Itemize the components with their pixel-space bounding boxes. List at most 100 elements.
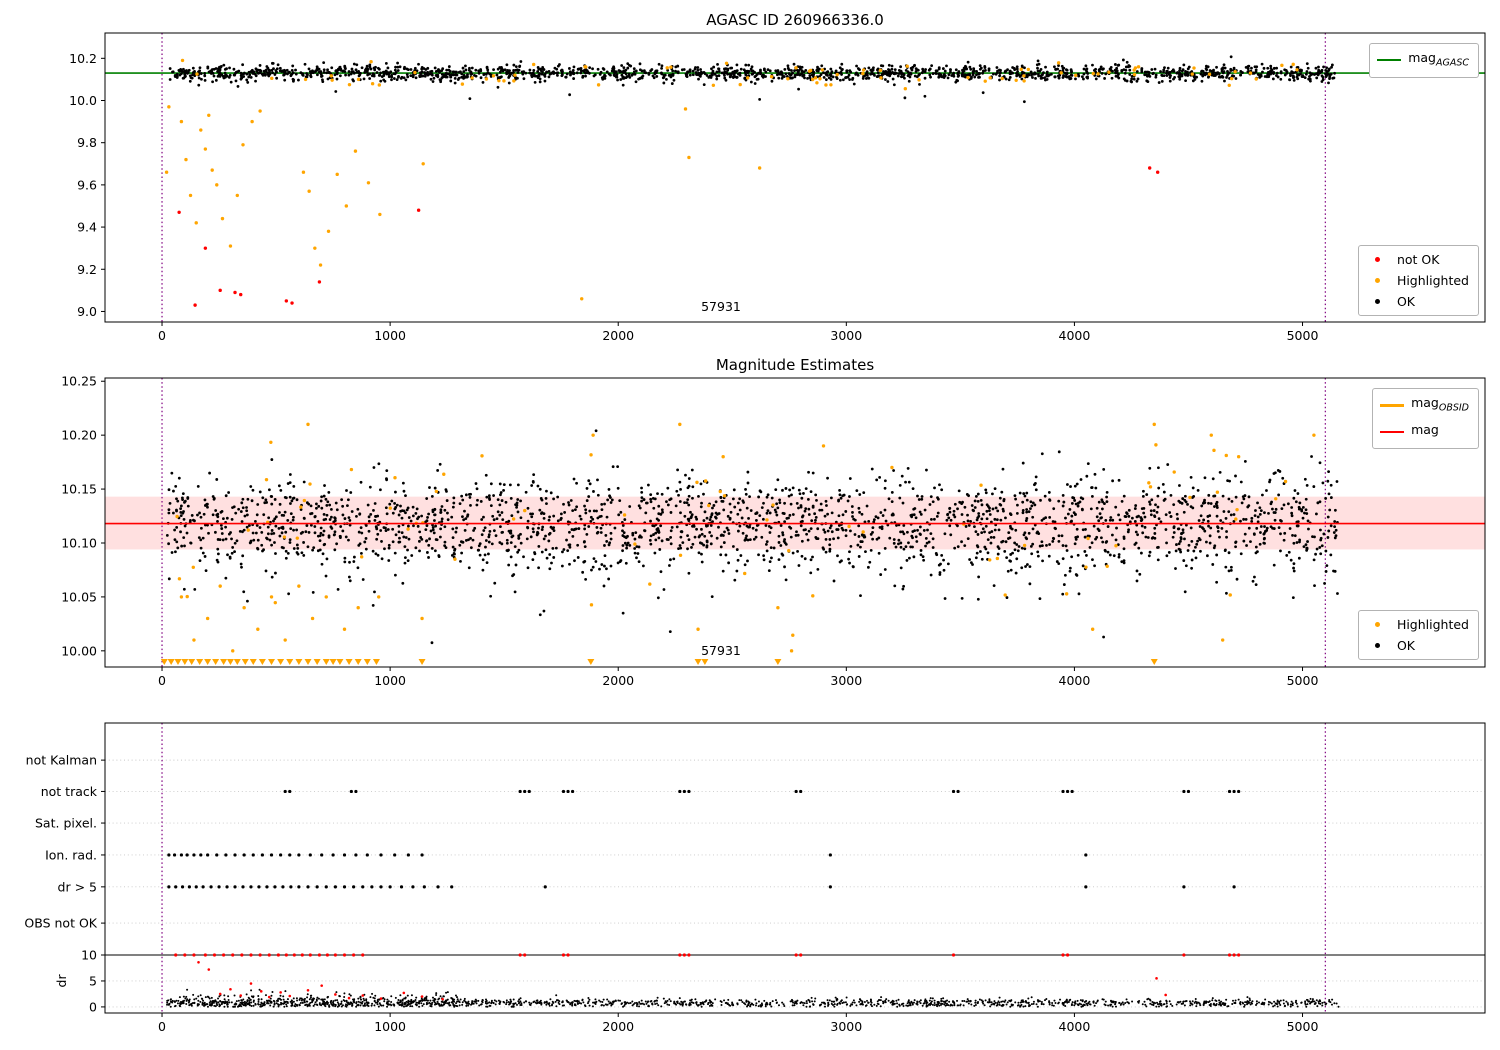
ok-point: [838, 66, 842, 70]
ok-point: [675, 525, 679, 529]
ok-point: [1031, 76, 1034, 79]
ok-point: [275, 76, 279, 80]
ok-point: [789, 535, 793, 539]
ok-point: [319, 499, 323, 503]
ok-point: [517, 536, 521, 540]
ok-point: [1336, 592, 1339, 595]
ok-point: [887, 63, 891, 67]
ok-point: [171, 70, 174, 74]
ok-point: [495, 517, 499, 521]
ok-point: [1165, 74, 1169, 77]
ok-point: [338, 65, 342, 69]
ok-point: [696, 68, 700, 72]
ok-point: [321, 533, 325, 537]
ok-point: [762, 554, 766, 558]
ok-point: [764, 542, 768, 546]
ok-point: [772, 546, 776, 550]
highlighted-point: [1295, 68, 1299, 72]
ok-point: [288, 541, 292, 544]
ok-point: [1110, 76, 1114, 80]
ok-point: [373, 590, 376, 594]
not-ok-point: [233, 290, 237, 295]
ok-point: [977, 575, 981, 579]
ok-point: [1267, 511, 1270, 515]
ok-point: [398, 536, 401, 540]
not-ok-point: [177, 210, 181, 215]
ok-point: [167, 511, 171, 515]
ok-point: [992, 536, 996, 539]
ok-point: [1088, 534, 1091, 538]
ok-point: [284, 530, 288, 534]
ok-point: [453, 76, 457, 80]
ok-point: [1093, 564, 1096, 568]
ok-point: [924, 68, 927, 71]
ok-point: [1183, 494, 1187, 498]
flag-point: [174, 885, 178, 889]
ok-point: [289, 527, 293, 531]
dr-point: [292, 1000, 295, 1003]
ok-point: [1020, 546, 1024, 550]
ok-point: [356, 566, 360, 570]
ok-point: [183, 524, 187, 528]
ok-point: [268, 538, 272, 542]
ok-point: [1108, 553, 1112, 557]
ok-point: [371, 549, 375, 553]
ok-point: [322, 518, 326, 522]
ok-point: [765, 495, 769, 499]
ok-point: [711, 69, 715, 73]
ok-point: [622, 66, 626, 70]
ok-point: [484, 545, 487, 549]
ok-point: [273, 517, 277, 521]
ok-point: [270, 575, 274, 579]
ok-point: [832, 579, 836, 583]
dr-point: [959, 1003, 962, 1006]
ok-point: [468, 66, 471, 70]
ok-point: [1016, 73, 1020, 76]
ok-point: [481, 80, 485, 84]
ok-point: [505, 63, 509, 67]
ok-point: [1215, 500, 1219, 504]
ok-point: [453, 81, 457, 85]
ok-point: [468, 496, 472, 499]
highlighted-point: [359, 555, 364, 559]
ok-point: [621, 611, 625, 615]
highlighted-point: [377, 83, 382, 87]
ok-point: [1224, 517, 1228, 520]
ok-point: [1310, 455, 1313, 458]
ok-point: [922, 529, 926, 532]
ok-point: [396, 65, 400, 69]
ok-point: [474, 482, 478, 485]
ok-point: [446, 511, 449, 515]
ok-point: [272, 67, 275, 71]
dr-point: [490, 1001, 493, 1004]
ok-point: [355, 514, 358, 518]
ok-point: [538, 72, 542, 75]
ok-point: [996, 69, 999, 73]
ok-point: [367, 529, 371, 533]
dr-point: [1321, 1004, 1324, 1007]
ok-point: [519, 541, 523, 545]
ok-point: [675, 489, 679, 493]
ok-point: [655, 75, 659, 78]
ok-point: [403, 561, 407, 565]
ok-point: [848, 477, 852, 480]
ok-point: [1034, 488, 1038, 492]
ok-point: [642, 498, 646, 502]
ok-point: [181, 511, 185, 515]
ok-point: [1135, 579, 1139, 583]
ok-point: [343, 560, 347, 564]
ok-point: [787, 516, 790, 520]
ok-point: [1013, 548, 1017, 552]
ok-point: [368, 65, 372, 69]
ok-point: [499, 525, 502, 529]
ok-point: [307, 67, 311, 71]
ok-point: [816, 65, 819, 69]
ok-point: [1009, 553, 1013, 556]
ok-point: [1068, 566, 1072, 570]
ok-point: [277, 484, 281, 488]
ok-point: [953, 515, 957, 519]
ok-point: [533, 80, 537, 84]
ok-point: [552, 497, 556, 501]
ok-point: [398, 65, 402, 69]
ok-point: [635, 545, 639, 549]
